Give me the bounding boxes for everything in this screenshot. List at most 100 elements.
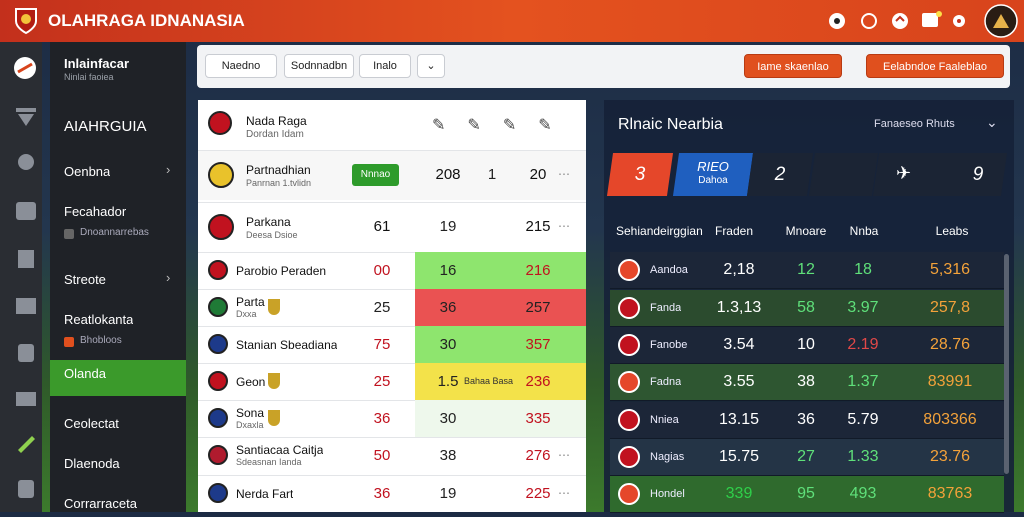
cell: 19 — [439, 484, 457, 502]
row — [610, 364, 1004, 401]
logo — [208, 483, 228, 503]
cell: 215 — [525, 218, 551, 235]
row — [610, 476, 1004, 513]
cell: 257 — [525, 298, 551, 316]
cell: 95 — [797, 485, 815, 502]
row — [610, 252, 1004, 289]
filter-button[interactable]: Sodnnadbn — [284, 54, 354, 78]
team-name: Nada Raga — [246, 114, 307, 128]
cell: 2.19 — [847, 336, 879, 353]
logo — [208, 260, 228, 280]
tab[interactable] — [809, 153, 879, 196]
team-sub: Dxxa — [236, 309, 257, 319]
cell: 75 — [373, 335, 391, 353]
logo — [208, 371, 228, 391]
trophy — [268, 373, 280, 389]
app-title: OLAHRAGA IDNANASIA — [48, 11, 245, 30]
filter[interactable]: Fanaeseo Rhuts — [874, 118, 955, 130]
team-sub: Dxaxla — [236, 420, 264, 430]
cell: 216 — [525, 261, 551, 279]
team-name: Nniea — [650, 414, 679, 426]
cell: 357 — [525, 335, 551, 353]
cell: 25 — [373, 372, 391, 390]
row-action: ⋯ — [558, 219, 570, 233]
cell: 16 — [439, 261, 457, 279]
logo — [618, 371, 640, 393]
logo — [618, 446, 640, 468]
cell: 30 — [439, 409, 457, 427]
tab-label[interactable]: 9 — [972, 164, 984, 185]
logo — [618, 334, 640, 356]
cell-fill — [415, 363, 586, 400]
column-header: Nnba — [849, 224, 879, 238]
dropdown[interactable]: ⌄ — [417, 54, 445, 78]
icon-rail — [0, 42, 42, 512]
team-name: Parobio Peraden — [236, 264, 327, 278]
team-name: Fadna — [650, 376, 682, 388]
filter-button[interactable]: Inalo — [359, 54, 411, 78]
column-header: Leabs — [935, 224, 969, 238]
cell: 58 — [797, 299, 815, 316]
nav-sub-icon — [64, 229, 74, 239]
team-sub: Deesa Dsioe — [246, 230, 298, 240]
team-name: Stanian Sbeadiana — [236, 338, 338, 352]
cell: 1 — [487, 166, 497, 183]
nav-item[interactable]: Reatlokanta — [64, 312, 134, 327]
badge[interactable]: Nnnao — [352, 164, 399, 186]
row — [198, 475, 586, 512]
row-action: ⋯ — [558, 167, 570, 181]
action-button[interactable]: Iame skaenlao — [744, 54, 842, 78]
row — [610, 439, 1004, 476]
sidebar-section: AIAHRGUIA — [64, 118, 147, 135]
note: Bahaa Basa — [464, 376, 514, 386]
nav-item[interactable]: Dlaenoda — [64, 456, 120, 471]
cell: 5.79 — [847, 411, 879, 428]
cell: 28.76 — [929, 336, 971, 353]
tab-icon: ✈ — [896, 163, 912, 183]
team-name: Fanobe — [650, 339, 688, 351]
action-button[interactable]: Eelabndoe Faaleblao — [866, 54, 1004, 78]
cell: 18 — [854, 261, 872, 278]
logo — [208, 297, 228, 317]
nav-item[interactable]: Oenbna — [64, 164, 111, 179]
tab-label[interactable]: 2 — [774, 164, 786, 185]
cell-fill — [415, 289, 586, 326]
nav-sub[interactable]: Dnoannarrebas — [80, 227, 149, 238]
team-name: Parta — [236, 295, 265, 309]
nav-item[interactable]: Olanda — [64, 366, 106, 381]
nav-item[interactable]: Streote — [64, 272, 106, 287]
standings-panel: Rlnaic Nearbia Fanaeseo Rhuts ⌄ 3 RIEO Dahoa 2… — [604, 100, 1014, 513]
cell: 3.97 — [847, 299, 879, 316]
tab-sub[interactable]: Dahoa — [698, 175, 728, 186]
tab-label[interactable]: 3 — [634, 164, 646, 185]
toolbar: Naedno Sodnnadbn Inalo ⌄ Iame skaenlao Eelabn… — [197, 45, 1010, 88]
nav-active[interactable] — [50, 360, 186, 396]
team-name: Parkana — [246, 215, 291, 229]
cell-fill — [415, 252, 586, 289]
team-name: Hondel — [650, 488, 685, 500]
cell: 38 — [439, 447, 457, 464]
cell: 1.3,13 — [716, 299, 762, 316]
cell: 2,18 — [723, 261, 755, 278]
trophy — [268, 299, 280, 315]
cell: 23.76 — [929, 448, 971, 465]
filter-button[interactable]: Naedno — [205, 54, 277, 78]
logo — [208, 162, 234, 188]
nav-sub[interactable]: Bhobloos — [80, 335, 122, 346]
nav-item[interactable]: Fecahador — [64, 204, 127, 219]
cell: 13.15 — [718, 411, 760, 428]
avatar[interactable] — [984, 4, 1018, 38]
team-name: Fanda — [650, 302, 682, 314]
sidebar: Inlainfacar Ninlai faoiea AIAHRGUIA Oenbna ›… — [50, 42, 186, 512]
nav-item[interactable]: Ceolectat — [64, 416, 119, 431]
cell: 3.54 — [723, 336, 755, 353]
match-table: Nada Raga Dordan Idam ✎✎✎✎ Partnadhian Panrn… — [198, 100, 586, 512]
nav-item[interactable]: Corrarraceta — [64, 496, 137, 511]
cell: 36 — [373, 409, 391, 427]
team-sub: Sdeasnan Ianda — [236, 457, 302, 467]
cell: 1.33 — [847, 448, 879, 465]
cell: 38 — [797, 373, 815, 390]
logo — [15, 8, 37, 35]
tab-label[interactable]: RIEO — [697, 159, 729, 174]
